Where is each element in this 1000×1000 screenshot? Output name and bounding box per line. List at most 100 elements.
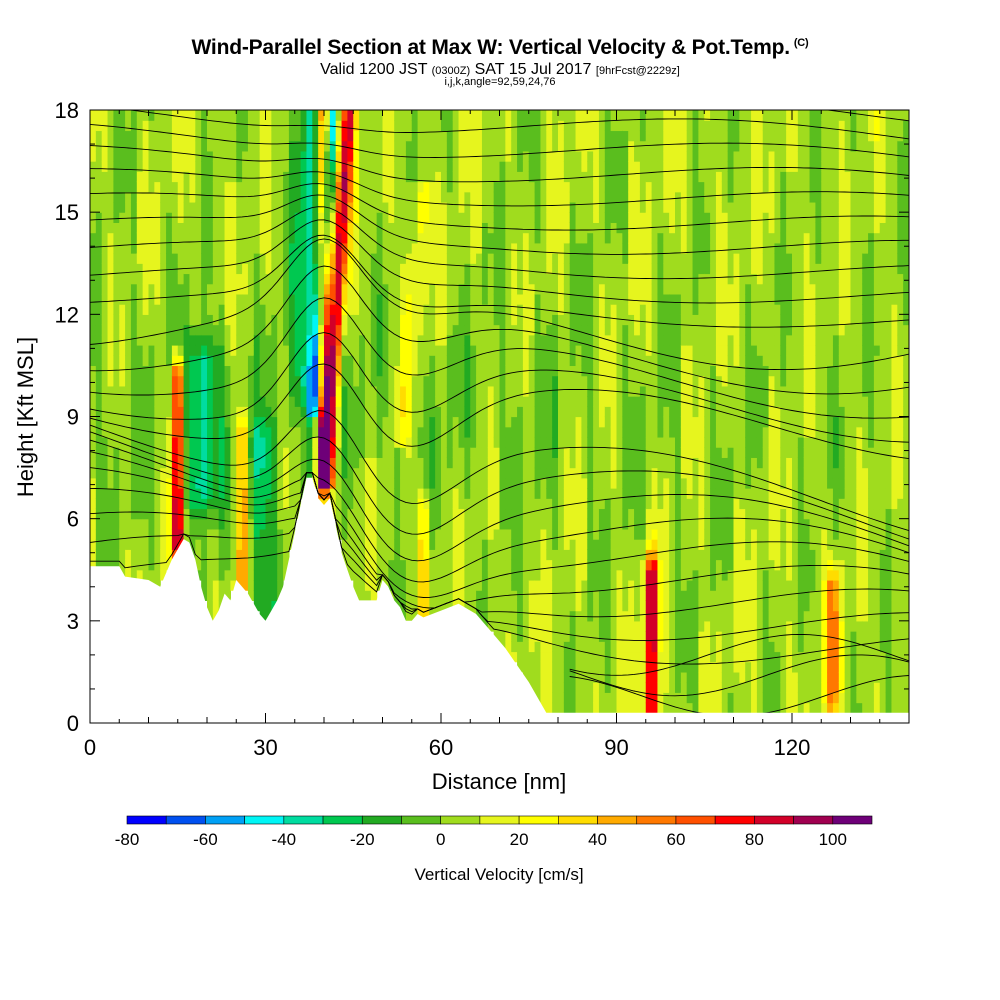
velocity-cell — [476, 110, 483, 121]
velocity-cell — [376, 273, 384, 285]
velocity-cell — [382, 110, 389, 121]
velocity-cell — [236, 334, 243, 346]
velocity-cell — [271, 436, 278, 448]
velocity-cell — [259, 477, 267, 489]
velocity-cell — [329, 273, 337, 285]
velocity-cell — [335, 396, 343, 407]
velocity-cell — [212, 140, 220, 152]
velocity-cell — [651, 528, 659, 540]
velocity-cell — [119, 436, 126, 448]
velocity-cell — [499, 140, 506, 152]
velocity-cell — [113, 222, 120, 234]
velocity-cell — [119, 110, 126, 121]
velocity-cell — [435, 140, 442, 152]
velocity-cell — [569, 406, 577, 418]
velocity-cell — [136, 539, 144, 550]
velocity-cell — [405, 110, 413, 121]
velocity-cell — [201, 171, 208, 183]
velocity-cell — [435, 232, 442, 244]
velocity-cell — [458, 569, 465, 581]
velocity-cell — [107, 488, 114, 499]
velocity-cell — [423, 293, 430, 305]
velocity-cell — [359, 488, 366, 499]
velocity-cell — [470, 518, 477, 530]
velocity-cell — [166, 467, 173, 479]
velocity-cell — [470, 140, 477, 152]
velocity-cell — [265, 212, 272, 223]
velocity-cell — [470, 283, 477, 295]
velocity-cell — [347, 212, 354, 223]
velocity-cell — [224, 355, 231, 367]
velocity-cell — [171, 222, 179, 234]
velocity-cell — [622, 212, 629, 223]
velocity-cell — [435, 222, 442, 234]
velocity-cell — [663, 375, 670, 387]
velocity-cell — [634, 232, 641, 244]
velocity-cell — [271, 181, 278, 193]
velocity-cell — [107, 539, 114, 550]
velocity-cell — [505, 375, 512, 387]
velocity-cell — [528, 273, 536, 285]
velocity-cell — [505, 161, 512, 172]
velocity-cell — [236, 263, 243, 275]
velocity-cell — [400, 365, 407, 377]
velocity-cell — [347, 549, 354, 561]
velocity-cell — [622, 161, 629, 172]
velocity-cell — [201, 293, 208, 305]
velocity-cell — [247, 528, 255, 540]
velocity-cell — [546, 671, 553, 683]
velocity-cell — [575, 651, 582, 663]
velocity-cell — [522, 641, 530, 653]
velocity-cell — [593, 273, 600, 285]
velocity-cell — [400, 406, 407, 418]
velocity-cell — [306, 406, 313, 418]
velocity-cell — [300, 161, 308, 172]
velocity-cell — [651, 314, 659, 326]
velocity-cell — [341, 416, 348, 428]
velocity-cell — [353, 232, 360, 244]
velocity-cell — [634, 436, 641, 448]
velocity-cell — [405, 171, 413, 183]
velocity-cell — [429, 590, 436, 601]
velocity-cell — [499, 201, 506, 213]
velocity-cell — [253, 130, 261, 142]
velocity-cell — [411, 293, 419, 305]
velocity-cell — [669, 436, 676, 448]
velocity-cell — [476, 498, 483, 510]
velocity-cell — [201, 549, 208, 561]
velocity-cell — [90, 150, 97, 162]
velocity-cell — [458, 201, 465, 213]
velocity-cell — [417, 191, 425, 203]
velocity-cell — [400, 447, 407, 458]
velocity-cell — [242, 508, 249, 520]
velocity-cell — [546, 263, 553, 275]
velocity-cell — [259, 304, 267, 315]
velocity-cell — [622, 692, 629, 704]
velocity-cell — [569, 477, 577, 489]
velocity-cell — [236, 549, 243, 561]
velocity-cell — [394, 467, 401, 479]
velocity-cell — [669, 549, 676, 561]
velocity-cell — [154, 416, 161, 428]
velocity-cell — [569, 702, 577, 714]
velocity-cell — [634, 641, 641, 653]
velocity-cell — [423, 375, 430, 387]
velocity-cell — [166, 191, 173, 203]
velocity-cell — [294, 324, 302, 336]
velocity-cell — [505, 416, 512, 428]
velocity-cell — [587, 201, 594, 213]
velocity-cell — [604, 508, 612, 520]
velocity-cell — [470, 201, 477, 213]
velocity-cell — [148, 222, 155, 234]
velocity-cell — [487, 130, 495, 142]
velocity-cell — [265, 396, 272, 407]
velocity-cell — [452, 344, 460, 356]
velocity-cell — [195, 396, 202, 407]
velocity-cell — [639, 539, 647, 550]
velocity-cell — [376, 304, 384, 315]
velocity-cell — [458, 212, 465, 223]
velocity-cell — [417, 293, 425, 305]
velocity-cell — [417, 283, 425, 295]
velocity-cell — [558, 528, 565, 540]
velocity-cell — [247, 467, 255, 479]
